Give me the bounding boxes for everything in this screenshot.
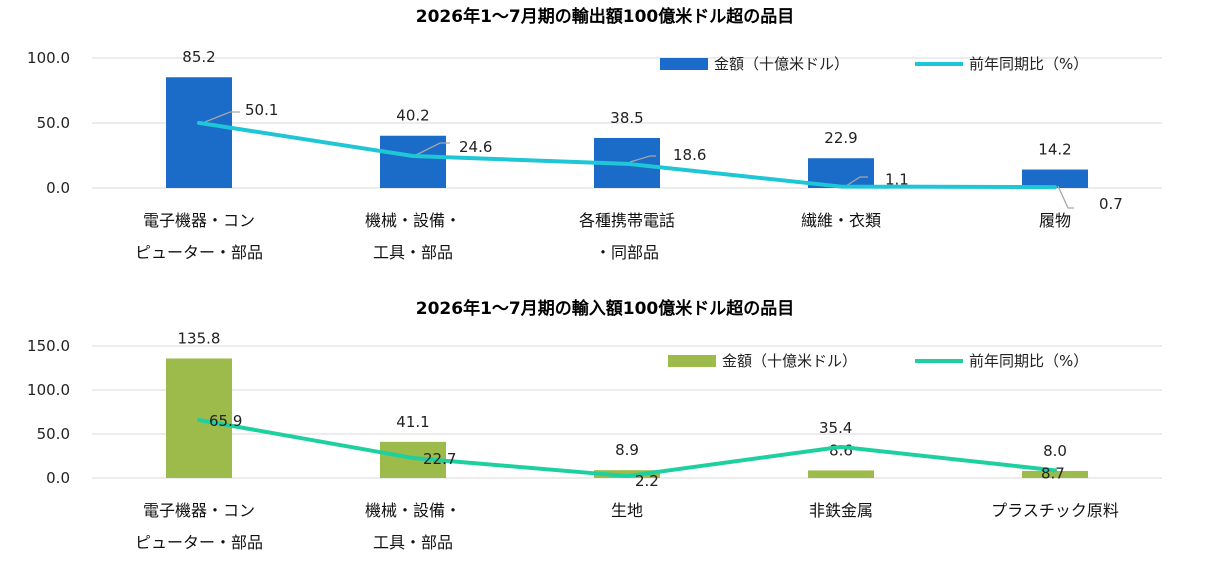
bar-value-label: 8.9 bbox=[615, 441, 639, 459]
bar-value-label: 41.1 bbox=[396, 413, 429, 431]
category-label: 非鉄金属 bbox=[809, 501, 873, 520]
leader-line bbox=[204, 111, 240, 123]
chart-2: 2026年1〜7月期の輸入額100億米ドル超の品目 150.0 100.0 50.0 0… bbox=[27, 298, 1162, 552]
leader-line bbox=[415, 142, 450, 156]
line-value-label: 35.4 bbox=[819, 419, 852, 437]
category-label: 電子機器・コン bbox=[143, 211, 255, 230]
chart-title: 2026年1〜7月期の輸入額100億米ドル超の品目 bbox=[416, 298, 794, 319]
y-tick-label: 150.0 bbox=[27, 337, 70, 355]
yoy-line bbox=[197, 120, 1057, 190]
bar-value-label: 22.9 bbox=[824, 129, 857, 147]
category-label: 工具・部品 bbox=[373, 533, 453, 552]
bar-value-label: 8.6 bbox=[829, 441, 853, 459]
bar bbox=[380, 135, 446, 188]
bar-value-label: 40.2 bbox=[396, 107, 429, 125]
line-value-label: 24.6 bbox=[459, 138, 492, 156]
category-label: ピューター・部品 bbox=[135, 243, 263, 262]
category-label: 履物 bbox=[1039, 211, 1071, 230]
line-value-label: 18.6 bbox=[673, 146, 706, 164]
chart-1: 2026年1〜7月期の輸出額100億米ドル超の品目 100.0 50.0 0.0 85.… bbox=[27, 6, 1162, 262]
line-value-label: 8.7 bbox=[1041, 464, 1065, 482]
category-label: 各種携帯電話 bbox=[579, 211, 675, 230]
line-value-label: 22.7 bbox=[423, 450, 456, 468]
line-value-label: 50.1 bbox=[245, 101, 278, 119]
y-tick-label: 100.0 bbox=[27, 49, 70, 67]
leader-line bbox=[1057, 185, 1074, 209]
category-label: 機械・設備・ bbox=[365, 501, 461, 520]
bar-value-label: 135.8 bbox=[178, 329, 221, 347]
leader-line bbox=[629, 155, 656, 163]
y-tick-label: 50.0 bbox=[37, 425, 70, 443]
line-value-label: 0.7 bbox=[1099, 195, 1123, 213]
line-value-label: 2.2 bbox=[635, 472, 659, 490]
category-label: プラスチック原料 bbox=[991, 501, 1119, 520]
bar bbox=[1022, 169, 1088, 188]
bar bbox=[1022, 470, 1088, 478]
legend-line-label: 前年同期比（%） bbox=[969, 55, 1088, 73]
bar-value-label: 14.2 bbox=[1038, 141, 1071, 159]
y-tick-label: 100.0 bbox=[27, 381, 70, 399]
chart-title: 2026年1〜7月期の輸出額100億米ドル超の品目 bbox=[416, 6, 794, 27]
legend-bar-swatch bbox=[668, 355, 716, 367]
legend-bar-label: 金額（十億米ドル） bbox=[714, 55, 849, 73]
legend-bar-swatch bbox=[660, 58, 708, 70]
category-label: ・同部品 bbox=[595, 243, 659, 262]
line-value-label: 65.9 bbox=[209, 412, 242, 430]
category-label: 生地 bbox=[611, 501, 643, 520]
leader-line bbox=[845, 176, 868, 187]
category-label: 工具・部品 bbox=[373, 243, 453, 262]
yoy-line bbox=[197, 418, 1057, 479]
bar bbox=[808, 470, 874, 478]
category-label: 繊維・衣類 bbox=[801, 211, 881, 230]
category-label: 機械・設備・ bbox=[365, 211, 461, 230]
y-tick-label: 50.0 bbox=[37, 114, 70, 132]
bar-value-label: 38.5 bbox=[610, 109, 643, 127]
bar-value-label: 85.2 bbox=[182, 48, 215, 66]
category-label: 電子機器・コン bbox=[143, 501, 255, 520]
line-value-label: 1.1 bbox=[885, 171, 909, 189]
y-tick-label: 0.0 bbox=[46, 179, 70, 197]
legend-line-label: 前年同期比（%） bbox=[969, 352, 1088, 370]
y-tick-label: 0.0 bbox=[46, 469, 70, 487]
legend-bar-label: 金額（十億米ドル） bbox=[722, 352, 857, 370]
category-label: ピューター・部品 bbox=[135, 533, 263, 552]
bar-value-label: 8.0 bbox=[1043, 442, 1067, 460]
bar bbox=[166, 77, 232, 188]
